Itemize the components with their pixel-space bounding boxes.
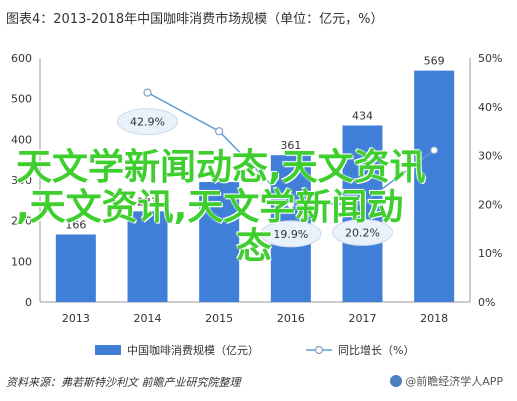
- x-tick-label: 2014: [134, 312, 162, 325]
- y-right-tick-label: 30%: [478, 150, 502, 163]
- y-right-tick-label: 20%: [478, 198, 502, 211]
- growth-value-label: 19.9%: [273, 228, 308, 241]
- bar-value-label: 166: [65, 218, 86, 231]
- brand-logo-icon: [390, 375, 403, 387]
- overlay-text-line-3: 态: [236, 226, 273, 267]
- bar-value-label: 361: [280, 139, 301, 152]
- growth-label-badge: [332, 218, 393, 246]
- y-left-tick-label: 500: [11, 93, 32, 106]
- y-right-tick-label: 0%: [478, 296, 495, 309]
- legend-bar-swatch: [95, 345, 121, 355]
- growth-point: [286, 200, 295, 209]
- brand-credit: @前瞻经济学人APP: [390, 373, 503, 389]
- y-right-tick-label: 10%: [478, 247, 502, 260]
- growth-point: [143, 88, 152, 97]
- overlay-text-line-1: 天文学新闻动态,天文资讯: [16, 147, 426, 188]
- growth-value-label: 42.9%: [130, 116, 165, 129]
- chart-title: 图表4：2013-2018年中国咖啡消费市场规模（单位：亿元，%）: [6, 12, 384, 27]
- y-left-tick-label: 300: [11, 174, 32, 187]
- overlay-text-line-2: ,天文资讯,天文学新闻动: [16, 187, 404, 228]
- growth-point: [358, 199, 367, 208]
- x-tick-label: 2013: [62, 312, 90, 325]
- x-tick-label: 2017: [349, 312, 377, 325]
- bar-value-label: 223: [137, 195, 158, 208]
- growth-label-badge: [260, 220, 322, 248]
- y-left-tick-label: 600: [11, 52, 32, 65]
- bar-2018: [414, 70, 455, 303]
- bar-2017: [342, 125, 383, 302]
- y-right-tick-label: 50%: [478, 52, 502, 65]
- growth-label-badge: [117, 108, 178, 136]
- legend-line-label: 同比增长（%）: [338, 343, 414, 357]
- source-note: 资料来源：弗若斯特沙利文 前瞻产业研究院整理: [6, 376, 241, 389]
- y-left-tick-label: 0: [25, 296, 32, 309]
- bar-value-label: 569: [424, 55, 445, 68]
- x-tick-label: 2018: [420, 312, 448, 325]
- bar-2015: [199, 182, 240, 302]
- x-tick-label: 2015: [205, 312, 233, 325]
- growth-value-label: 20.2%: [345, 226, 380, 239]
- y-left-tick-label: 200: [11, 215, 32, 228]
- y-left-tick-label: 400: [11, 133, 32, 146]
- y-left-tick-label: 100: [11, 255, 32, 268]
- bar-2013: [55, 234, 96, 302]
- growth-point: [215, 127, 224, 136]
- bar-value-label: 434: [352, 110, 373, 123]
- brand-label: @前瞻经济学人APP: [405, 375, 503, 388]
- bar-2014: [127, 211, 168, 302]
- legend-line-marker: [314, 345, 324, 355]
- legend-bar-label: 中国咖啡消费规模（亿元）: [127, 343, 259, 357]
- y-right-tick-label: 40%: [478, 101, 502, 114]
- growth-point: [430, 146, 439, 155]
- x-tick-label: 2016: [277, 312, 305, 325]
